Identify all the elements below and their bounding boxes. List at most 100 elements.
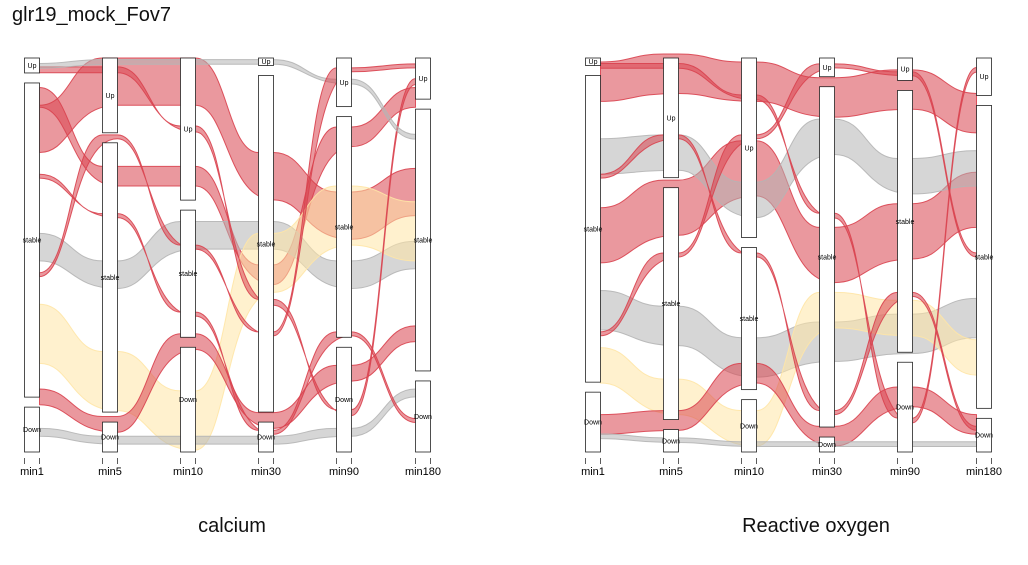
stratum-stable-label: stable <box>818 254 837 261</box>
stratum-stable-box <box>336 116 352 338</box>
axis-min30: Up stable Down min30 <box>251 57 281 478</box>
stratum-stable-label: stable <box>414 238 433 245</box>
stratum-stable-box <box>24 82 40 398</box>
stratum-up-box <box>258 57 274 66</box>
stratum-down-box <box>585 391 601 453</box>
stratum-up-label: Up <box>823 65 832 72</box>
stratum-down-label: Down <box>23 427 41 434</box>
reactive-oxygen-panel: Up stable Down min1 Up stable Down min5 Up stable… <box>581 53 1002 478</box>
stratum-stable-label: stable <box>101 275 120 282</box>
stratum-stable-label: stable <box>179 271 198 278</box>
stratum-stable-box <box>897 90 913 353</box>
stratum-stable-box <box>102 142 118 413</box>
stratum-up-box <box>102 57 118 134</box>
flow-band-9 <box>600 433 977 447</box>
stratum-down-box <box>897 361 913 453</box>
flow-layer <box>39 57 416 451</box>
axis-min90: Up stable Down min90 <box>329 57 359 478</box>
axis-min5: Up stable Down min5 <box>659 57 683 478</box>
axis-label-min90: min90 <box>890 466 920 478</box>
stratum-down-label: Down <box>179 397 197 404</box>
stratum-up-box <box>741 57 757 238</box>
axis-label-min10: min10 <box>173 466 203 478</box>
stratum-stable-box <box>180 209 196 338</box>
stratum-up-label: Up <box>589 59 598 66</box>
stratum-down-box <box>336 346 352 453</box>
axis-min1: Up stable Down min1 <box>20 57 44 478</box>
stratum-down-box <box>819 436 835 453</box>
stratum-up-label: Up <box>745 145 754 152</box>
stratum-up-box <box>24 57 40 74</box>
stratum-up-label: Up <box>262 59 271 66</box>
axis-label-min1: min1 <box>20 466 44 478</box>
stratum-up-box <box>336 57 352 108</box>
axis-min30: Up stable Down min30 <box>812 57 842 478</box>
stratum-up-box <box>897 57 913 81</box>
axis-min180: Up stable Down min180 <box>405 57 441 478</box>
figure-title: glr19_mock_Fov7 <box>12 4 171 26</box>
stratum-up-label: Up <box>28 63 37 70</box>
stratum-down-box <box>976 417 992 453</box>
stratum-up-box <box>819 57 835 78</box>
stratum-stable-box <box>741 247 757 391</box>
stratum-down-box <box>180 346 196 453</box>
axis-label-min180: min180 <box>966 466 1002 478</box>
stratum-up-box <box>585 57 601 66</box>
stratum-down-label: Down <box>818 442 836 449</box>
axis-label-min5: min5 <box>659 466 683 478</box>
stratum-down-label: Down <box>257 435 275 442</box>
stratum-up-label: Up <box>901 67 910 74</box>
stratum-stable-label: stable <box>584 226 603 233</box>
flow-layer <box>600 53 977 447</box>
stratum-down-box <box>663 429 679 453</box>
axis-min1: Up stable Down min1 <box>581 57 605 478</box>
stratum-stable-label: stable <box>896 219 915 226</box>
stratum-up-label: Up <box>340 80 349 87</box>
stratum-stable-box <box>976 105 992 409</box>
axis-label-min1: min1 <box>581 466 605 478</box>
stratum-up-box <box>180 57 196 201</box>
axis-min90: Up stable Down min90 <box>890 57 920 478</box>
stratum-stable-label: stable <box>257 241 276 248</box>
calcium-panel: Up stable Down min1 Up stable Down min5 Up stable… <box>20 57 441 478</box>
stratum-stable-box <box>663 187 679 420</box>
stratum-down-box <box>258 421 274 453</box>
stratum-down-label: Down <box>662 438 680 445</box>
axis-min10: Up stable Down min10 <box>173 57 203 478</box>
stratum-down-box <box>741 399 757 453</box>
calcium-caption: calcium <box>198 515 266 537</box>
stratum-down-box <box>415 380 431 453</box>
stratum-stable-box <box>415 108 431 372</box>
axis-label-min10: min10 <box>734 466 764 478</box>
stratum-down-label: Down <box>414 414 432 421</box>
axis-min5: Up stable Down min5 <box>98 57 122 478</box>
stratum-down-label: Down <box>101 435 119 442</box>
stratum-stable-box <box>819 86 835 428</box>
reactive-oxygen-caption: Reactive oxygen <box>742 515 890 537</box>
stratum-up-label: Up <box>419 76 428 83</box>
stratum-down-label: Down <box>584 420 602 427</box>
stratum-up-box <box>976 57 992 96</box>
stratum-up-box <box>415 57 431 100</box>
stratum-stable-label: stable <box>23 238 42 245</box>
stratum-stable-label: stable <box>662 301 681 308</box>
stratum-up-box <box>663 57 679 179</box>
axis-label-min90: min90 <box>329 466 359 478</box>
flow-band-5 <box>600 362 977 447</box>
axis-min180: Up stable Down min180 <box>966 57 1002 478</box>
stratum-down-label: Down <box>975 433 993 440</box>
stratum-down-label: Down <box>896 405 914 412</box>
stratum-stable-label: stable <box>975 254 994 261</box>
axis-label-min5: min5 <box>98 466 122 478</box>
stratum-up-label: Up <box>184 127 193 134</box>
stratum-down-label: Down <box>335 397 353 404</box>
axis-label-min180: min180 <box>405 466 441 478</box>
stratum-up-label: Up <box>106 93 115 100</box>
stratum-down-box <box>24 406 40 453</box>
axis-label-min30: min30 <box>812 466 842 478</box>
axis-label-min30: min30 <box>251 466 281 478</box>
stratum-stable-box <box>585 75 601 383</box>
stratum-stable-label: stable <box>335 224 354 231</box>
stratum-down-box <box>102 421 118 453</box>
